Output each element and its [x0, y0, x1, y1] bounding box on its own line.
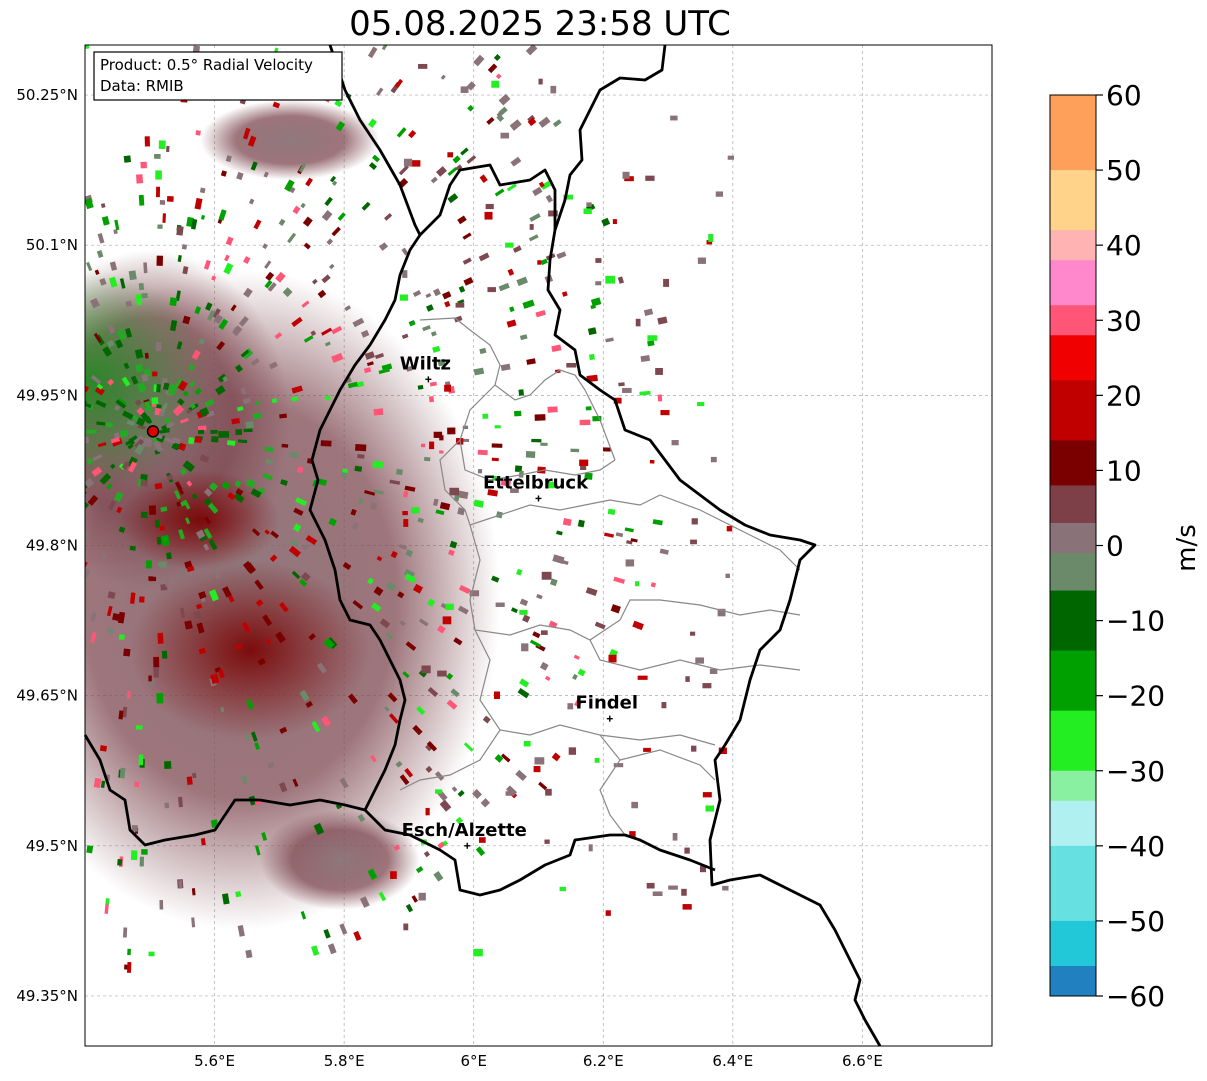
lon-tick-label: 6.2°E — [583, 1052, 624, 1070]
lat-tick-label: 49.5°N — [26, 837, 78, 855]
lat-tick-label: 50.1°N — [26, 236, 78, 254]
city-marker — [464, 842, 471, 849]
country-borders — [83, 44, 882, 1047]
info-box: Product: 0.5° Radial Velocity Data: RMIB — [93, 51, 343, 101]
lon-tick-label: 6°E — [460, 1052, 487, 1070]
lat-tick-label: 49.35°N — [16, 987, 78, 1005]
city-label: Wiltz — [400, 353, 451, 374]
city-label: Esch/Alzette — [402, 820, 527, 841]
district-boundaries — [399, 317, 801, 836]
city-marker — [535, 495, 542, 502]
city-findel: Findel — [575, 693, 638, 722]
lon-tick-label: 5.8°E — [324, 1052, 365, 1070]
lat-tick-label: 50.25°N — [16, 86, 78, 104]
lon-tick-label: 5.6°E — [194, 1052, 235, 1070]
lat-tick-label: 49.65°N — [16, 687, 78, 705]
city-marker — [425, 376, 432, 383]
radar-echoes — [85, 45, 735, 973]
city-label: Ettelbruck — [483, 472, 589, 493]
lat-tick-label: 49.8°N — [26, 537, 78, 555]
map-title: 05.08.2025 23:58 UTC — [349, 4, 731, 44]
map-frame — [84, 44, 993, 1047]
city-wiltz: Wiltz — [400, 353, 451, 383]
city-label: Findel — [575, 693, 638, 714]
lon-tick-label: 6.4°E — [712, 1052, 753, 1070]
radar-site-marker — [146, 425, 160, 438]
city-marker — [606, 715, 613, 722]
info-data-source: Data: RMIB — [100, 77, 184, 95]
lat-tick-label: 49.95°N — [16, 386, 78, 404]
city-ettelbruck: Ettelbruck — [483, 472, 589, 502]
city-esch-alzette: Esch/Alzette — [402, 820, 527, 849]
lon-tick-label: 6.6°E — [842, 1052, 883, 1070]
info-product: Product: 0.5° Radial Velocity — [100, 56, 313, 74]
